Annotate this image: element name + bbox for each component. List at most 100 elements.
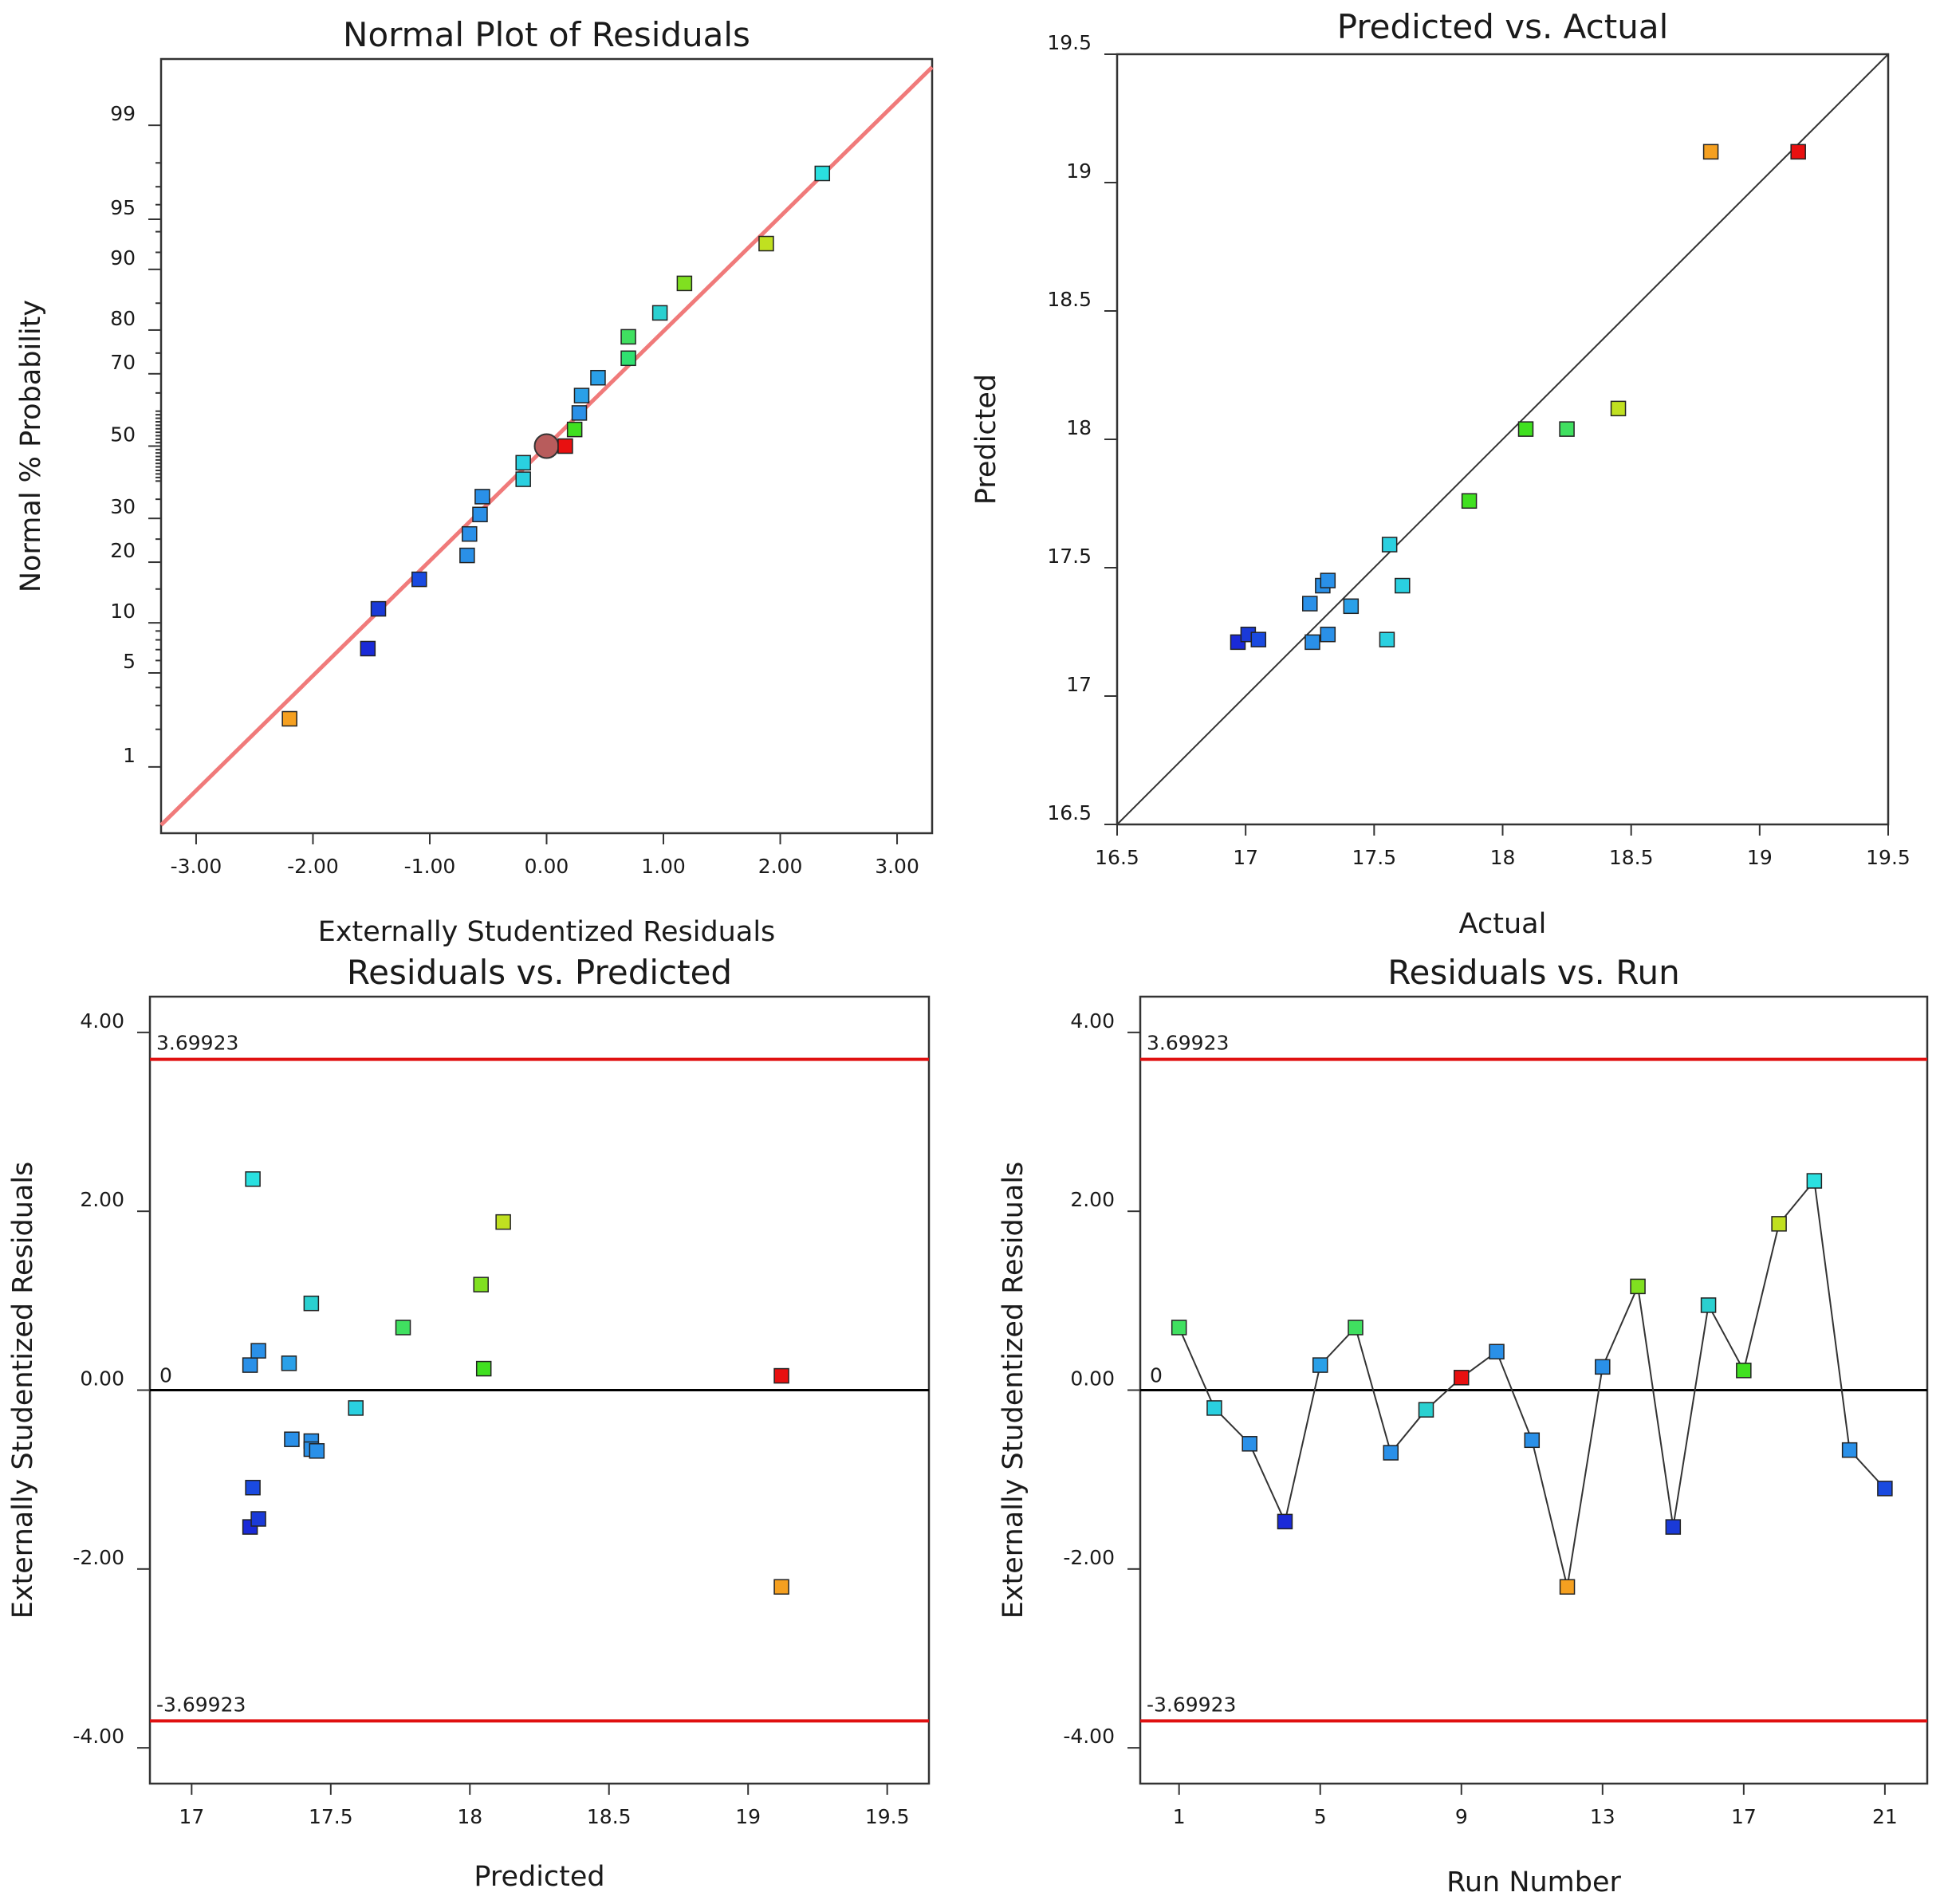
y-axis: -4.00 -2.00 0.00 2.00 4.00	[73, 1009, 150, 1749]
y-axis: -4.00 -2.00 0.00 2.00 4.00	[1063, 1009, 1140, 1749]
y-tick-label: 70	[110, 351, 136, 374]
data-point	[309, 1443, 325, 1459]
y-tick-label: 16.5	[1047, 801, 1092, 824]
zero-line-label: 0	[159, 1364, 172, 1387]
data-point	[1595, 1359, 1611, 1375]
data-point	[250, 1343, 266, 1359]
data-point	[303, 1295, 320, 1312]
x-tick-label: 19.5	[1866, 846, 1910, 869]
data-point	[1610, 400, 1627, 417]
y-axis: 1 5 10 20 30 50 70 80 90 95 99	[110, 102, 161, 768]
x-axis-label: Actual	[1459, 908, 1547, 940]
y-tick-label: 4.00	[1070, 1009, 1115, 1033]
x-tick-label: 2.00	[758, 855, 803, 878]
y-axis-label: Predicted	[970, 374, 1002, 505]
data-point	[459, 547, 475, 564]
y-tick-label: -2.00	[1063, 1546, 1115, 1569]
data-point	[348, 1400, 364, 1416]
x-tick-label: 5	[1314, 1805, 1327, 1828]
x-tick-label: 17.5	[1352, 846, 1396, 869]
data-point	[495, 1214, 511, 1230]
limit-line-label: 3.69923	[1147, 1032, 1229, 1055]
x-tick-label: 18	[457, 1805, 482, 1828]
data-point	[395, 1320, 411, 1336]
data-point	[1277, 1513, 1293, 1530]
y-tick-label: 2.00	[1070, 1188, 1115, 1211]
y-tick-label: 18	[1066, 416, 1092, 439]
chart-title: Normal Plot of Residuals	[343, 15, 750, 54]
data-point	[1700, 1297, 1717, 1313]
data-point	[1171, 1320, 1187, 1336]
center-point-marker	[533, 433, 560, 459]
data-point	[1379, 631, 1395, 647]
y-tick-label: 90	[110, 246, 136, 269]
data-point	[1702, 144, 1719, 160]
data-point	[1461, 493, 1478, 509]
data-point	[1348, 1320, 1364, 1336]
data-point	[1242, 1436, 1257, 1452]
x-tick-label: 1.00	[641, 855, 686, 878]
x-tick-label: 17	[1233, 846, 1258, 869]
data-points	[242, 1171, 789, 1595]
data-point	[590, 369, 606, 386]
y-tick-label: 30	[110, 495, 136, 518]
data-point	[1877, 1481, 1893, 1497]
x-tick-label: 21	[1872, 1805, 1898, 1828]
data-point	[473, 1277, 489, 1292]
x-axis-label: Predicted	[474, 1861, 604, 1893]
data-point	[1418, 1402, 1434, 1418]
data-point	[245, 1171, 261, 1187]
x-tick-label: 3.00	[875, 855, 919, 878]
y-axis-label: Externally Studentized Residuals	[998, 1162, 1029, 1619]
x-axis: 17 17.5 18 18.5 19 19.5	[179, 1784, 909, 1828]
data-point	[1454, 1370, 1470, 1386]
y-tick-label: 18.5	[1047, 288, 1092, 311]
x-tick-label: 18	[1490, 846, 1516, 869]
y-tick-label: 0.00	[1070, 1367, 1115, 1391]
data-point	[1302, 596, 1318, 612]
data-point	[1312, 1357, 1328, 1373]
data-point	[250, 1511, 266, 1527]
x-tick-label: -3.00	[171, 855, 222, 878]
data-point	[245, 1480, 261, 1496]
y-axis: 16.5 17 17.5 18 18.5 19 19.5	[1047, 31, 1117, 825]
data-point	[557, 438, 573, 454]
y-tick-label: -4.00	[1063, 1725, 1115, 1748]
normal-plot-panel: Normal Plot of Residuals Externally Stude…	[15, 15, 934, 948]
y-tick-label: -2.00	[73, 1546, 124, 1569]
data-point	[281, 1355, 297, 1371]
y-tick-label: 80	[110, 307, 136, 330]
y-tick-label: 2.00	[80, 1188, 124, 1211]
data-point	[360, 640, 376, 657]
data-point	[773, 1579, 789, 1595]
data-point	[1841, 1442, 1858, 1458]
data-point	[566, 421, 583, 438]
data-point	[571, 405, 588, 421]
y-tick-label: 4.00	[80, 1009, 124, 1033]
y-tick-label: 19	[1066, 159, 1092, 183]
limit-line-label: 3.69923	[156, 1032, 238, 1055]
y-axis-label: Externally Studentized Residuals	[7, 1162, 39, 1619]
x-tick-label: 1	[1173, 1805, 1186, 1828]
data-points	[281, 165, 831, 727]
x-tick-label: 17.5	[309, 1805, 353, 1828]
data-point	[1771, 1216, 1787, 1232]
x-tick-label: 17	[1731, 1805, 1757, 1828]
y-tick-label: 20	[110, 539, 136, 562]
data-point	[651, 305, 668, 321]
x-tick-label: 0.00	[525, 855, 569, 878]
x-tick-label: 19	[1747, 846, 1773, 869]
limit-line-label: -3.69923	[1147, 1693, 1236, 1716]
data-point	[472, 506, 488, 523]
x-axis-label: Externally Studentized Residuals	[318, 916, 776, 948]
data-point	[814, 165, 831, 182]
x-tick-label: 18.5	[587, 1805, 632, 1828]
x-tick-label: 9	[1455, 1805, 1468, 1828]
x-tick-label: 19	[735, 1805, 761, 1828]
y-tick-label: 99	[110, 102, 136, 125]
data-point	[1790, 144, 1806, 160]
reference-line	[1116, 53, 1889, 825]
x-tick-label: 18.5	[1609, 846, 1654, 869]
data-point	[281, 710, 297, 727]
